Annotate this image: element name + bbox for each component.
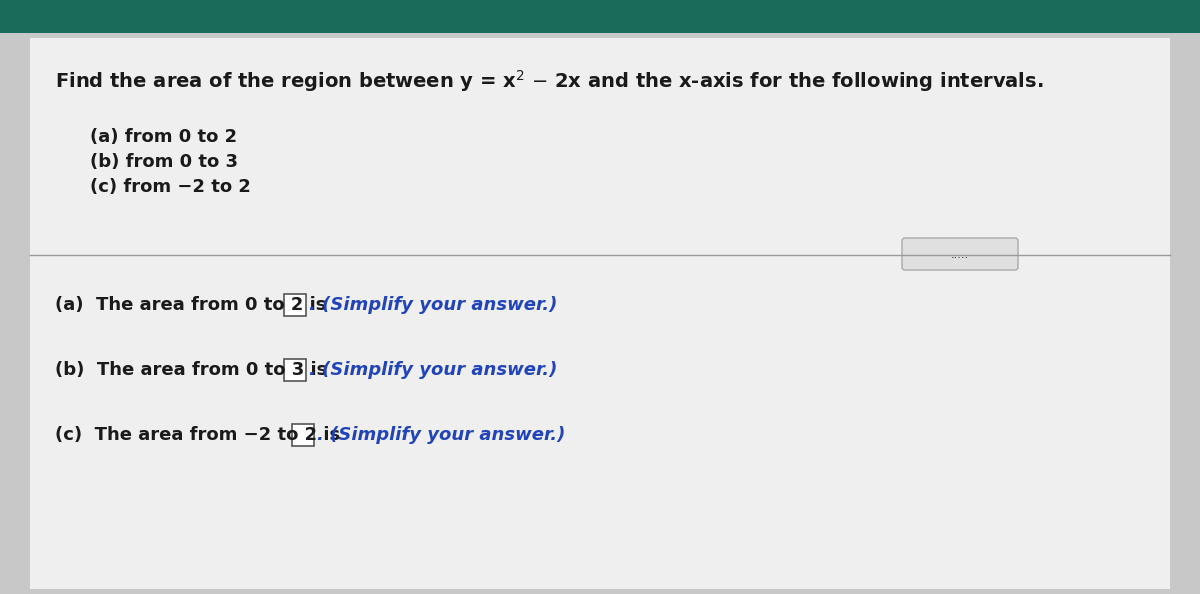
Text: (a) from 0 to 2: (a) from 0 to 2 (90, 128, 238, 146)
FancyBboxPatch shape (902, 238, 1018, 270)
FancyBboxPatch shape (284, 359, 306, 381)
Text: Find the area of the region between y = x$^2$ $-$ 2x and the x-axis for the foll: Find the area of the region between y = … (55, 68, 1044, 94)
Text: (c) from −2 to 2: (c) from −2 to 2 (90, 178, 251, 195)
FancyBboxPatch shape (292, 424, 314, 446)
Text: (a)  The area from 0 to 2 is: (a) The area from 0 to 2 is (55, 296, 326, 314)
Text: .....: ..... (950, 250, 970, 260)
FancyBboxPatch shape (0, 0, 1200, 33)
Text: . (Simplify your answer.): . (Simplify your answer.) (317, 426, 565, 444)
Text: . (Simplify your answer.): . (Simplify your answer.) (310, 361, 557, 379)
Text: (b) from 0 to 3: (b) from 0 to 3 (90, 153, 238, 170)
FancyBboxPatch shape (30, 37, 1170, 589)
Text: . (Simplify your answer.): . (Simplify your answer.) (310, 296, 557, 314)
Text: (b)  The area from 0 to 3 is: (b) The area from 0 to 3 is (55, 361, 328, 379)
Text: (c)  The area from −2 to 2 is: (c) The area from −2 to 2 is (55, 426, 340, 444)
FancyBboxPatch shape (284, 294, 306, 316)
